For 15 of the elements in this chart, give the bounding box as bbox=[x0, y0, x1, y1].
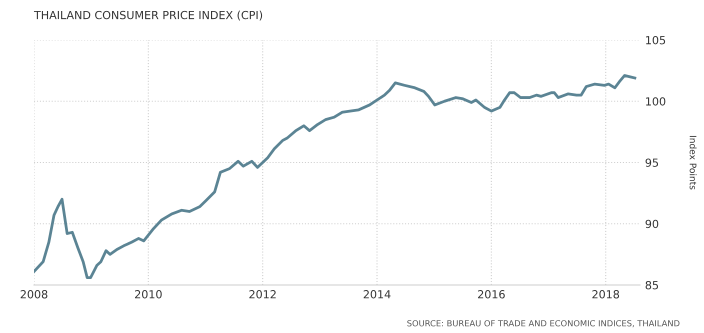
y-tick-label: 90 bbox=[646, 220, 658, 228]
y-tick-label: 100 bbox=[646, 97, 666, 106]
x-tick-label: 2014 bbox=[364, 290, 391, 298]
x-tick-label: 2018 bbox=[592, 290, 620, 298]
x-tick-label: 2010 bbox=[135, 290, 162, 298]
x-tick-label: 2008 bbox=[20, 290, 48, 298]
y-axis-title: Index Points bbox=[690, 136, 697, 190]
line-series bbox=[34, 74, 636, 280]
chart-title: THAILAND CONSUMER PRICE INDEX (CPI) bbox=[34, 10, 262, 21]
y-tick-label: 95 bbox=[646, 158, 658, 167]
x-tick-label: 2016 bbox=[478, 290, 505, 298]
source-note: SOURCE: BUREAU OF TRADE AND ECONOMIC INDICES, THAILAND bbox=[407, 320, 680, 328]
x-tick-label: 2012 bbox=[249, 290, 276, 298]
y-tick-label: 105 bbox=[646, 36, 666, 44]
y-tick-label: 85 bbox=[646, 280, 658, 290]
